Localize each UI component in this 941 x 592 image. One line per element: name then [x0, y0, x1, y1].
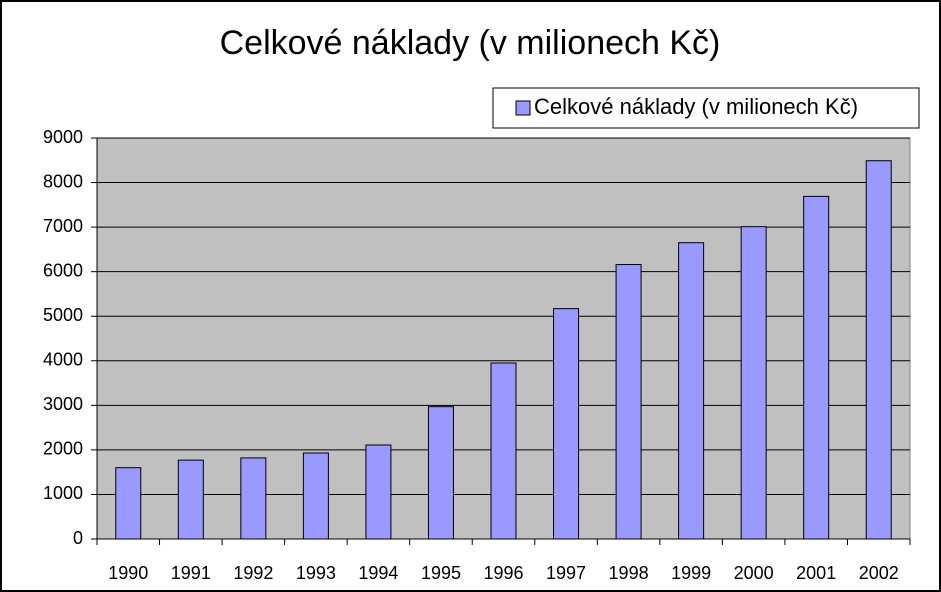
bar: [240, 457, 267, 540]
bar: [302, 452, 329, 540]
x-tick-label: 1996: [483, 563, 523, 583]
x-tick-label: 1999: [671, 563, 711, 583]
x-tick-label: 1997: [546, 563, 586, 583]
x-tick-label: 1991: [171, 563, 211, 583]
x-tick-label: 1994: [358, 563, 398, 583]
bar: [615, 264, 642, 540]
x-tick-label: 1993: [296, 563, 336, 583]
legend-label: Celkové náklady (v milionech Kč): [534, 94, 858, 119]
y-tick-label: 7000: [43, 216, 83, 236]
x-tick-label: 2001: [796, 563, 836, 583]
y-tick-label: 1000: [43, 483, 83, 503]
x-tick-label: 1990: [108, 563, 148, 583]
y-tick-label: 0: [73, 528, 83, 548]
legend-swatch: [515, 100, 531, 116]
x-tick-label: 2002: [859, 563, 899, 583]
chart-title: Celkové náklady (v milionech Kč): [220, 24, 721, 62]
x-tick-label: 2000: [734, 563, 774, 583]
bar: [115, 467, 142, 540]
bar: [803, 195, 830, 540]
y-tick-label: 9000: [43, 127, 83, 147]
y-tick-label: 4000: [43, 350, 83, 370]
y-tick-label: 6000: [43, 260, 83, 280]
bar: [490, 362, 517, 540]
y-tick-label: 5000: [43, 305, 83, 325]
bar: [865, 160, 892, 540]
bar: [177, 459, 204, 540]
bar: [553, 308, 580, 540]
y-tick-label: 8000: [43, 171, 83, 191]
bar: [678, 242, 705, 540]
y-tick-label: 2000: [43, 439, 83, 459]
bar: [740, 226, 767, 540]
legend: [492, 87, 920, 129]
x-tick-label: 1998: [609, 563, 649, 583]
x-tick-label: 1995: [421, 563, 461, 583]
x-tick-label: 1992: [233, 563, 273, 583]
bar: [427, 406, 454, 540]
bar: [365, 444, 392, 540]
y-tick-label: 3000: [43, 394, 83, 414]
